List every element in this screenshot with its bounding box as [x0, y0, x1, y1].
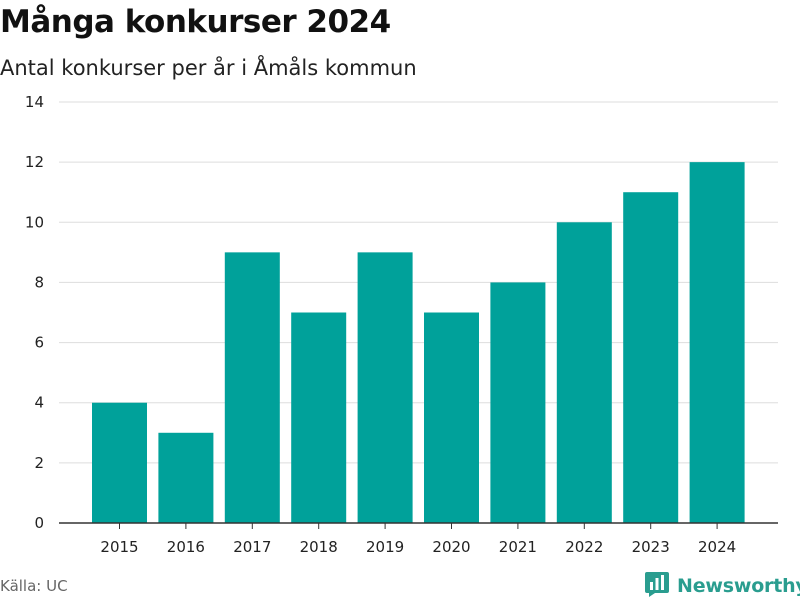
y-tick-label: 0 [34, 514, 44, 532]
bar [556, 222, 612, 524]
x-tick-label: 2024 [698, 538, 736, 556]
chart-title: Många konkurser 2024 [0, 4, 391, 40]
grid-lines [59, 101, 778, 464]
bar [158, 432, 214, 523]
x-tick-label: 2017 [233, 538, 271, 556]
y-tick-label: 12 [25, 153, 44, 171]
brand-name: Newsworthy [677, 575, 800, 597]
y-tick-label: 6 [34, 334, 44, 352]
x-tick-label: 2021 [499, 538, 537, 556]
bar [623, 192, 679, 523]
chart-subtitle: Antal konkurser per år i Åmåls kommun [0, 56, 417, 80]
x-tick-label: 2019 [366, 538, 404, 556]
x-tick-label: 2022 [565, 538, 603, 556]
bar-chart-logo-icon [644, 570, 670, 600]
y-tick-label: 2 [34, 454, 44, 472]
y-tick-label: 14 [25, 93, 44, 111]
y-tick-label: 4 [34, 394, 44, 412]
bar [357, 252, 413, 523]
axes [59, 522, 778, 529]
y-tick-label: 10 [25, 213, 44, 231]
y-tick-label: 8 [34, 273, 44, 291]
bar [490, 282, 546, 523]
x-tick-label: 2015 [100, 538, 138, 556]
tick-labels: 0 2 4 6 8 10 12 14 2015 2016 2017 2018 2019 2020 2021 2… [25, 93, 736, 556]
source-note: Källa: UC [0, 577, 68, 595]
bar [689, 162, 745, 523]
bar [92, 402, 147, 523]
bar [424, 312, 479, 523]
bars [92, 162, 745, 524]
x-tick-label: 2020 [432, 538, 470, 556]
brand-logo: Newsworthy [644, 570, 800, 600]
x-tick-label: 2023 [632, 538, 670, 556]
bar [291, 312, 347, 523]
x-tick-label: 2016 [167, 538, 205, 556]
bar [224, 252, 280, 523]
x-tick-label: 2018 [300, 538, 338, 556]
